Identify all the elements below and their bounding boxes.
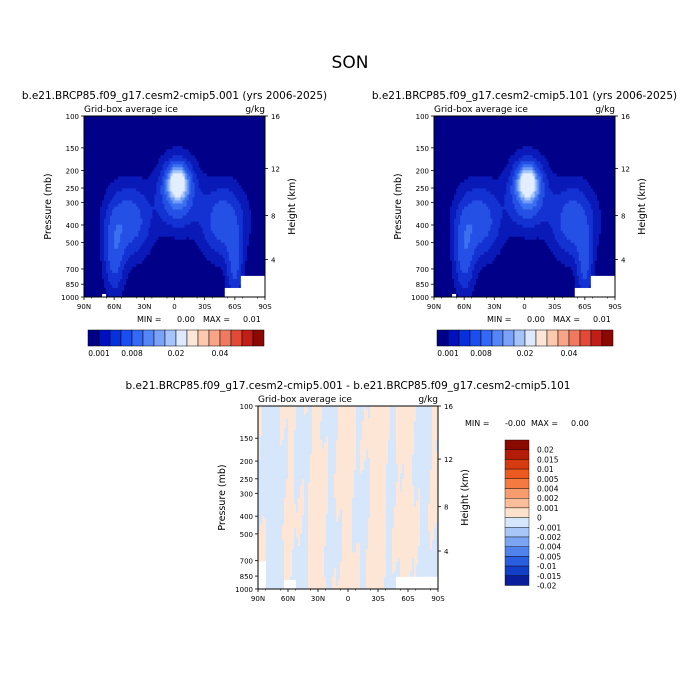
season-title: SON bbox=[332, 53, 369, 73]
panels: b.e21.BRCP85.f09_g17.cesm2-cmip5.001 (yr… bbox=[22, 90, 677, 603]
contour-field bbox=[84, 116, 265, 297]
panel-run-001: b.e21.BRCP85.f09_g17.cesm2-cmip5.001 (yr… bbox=[22, 90, 327, 358]
